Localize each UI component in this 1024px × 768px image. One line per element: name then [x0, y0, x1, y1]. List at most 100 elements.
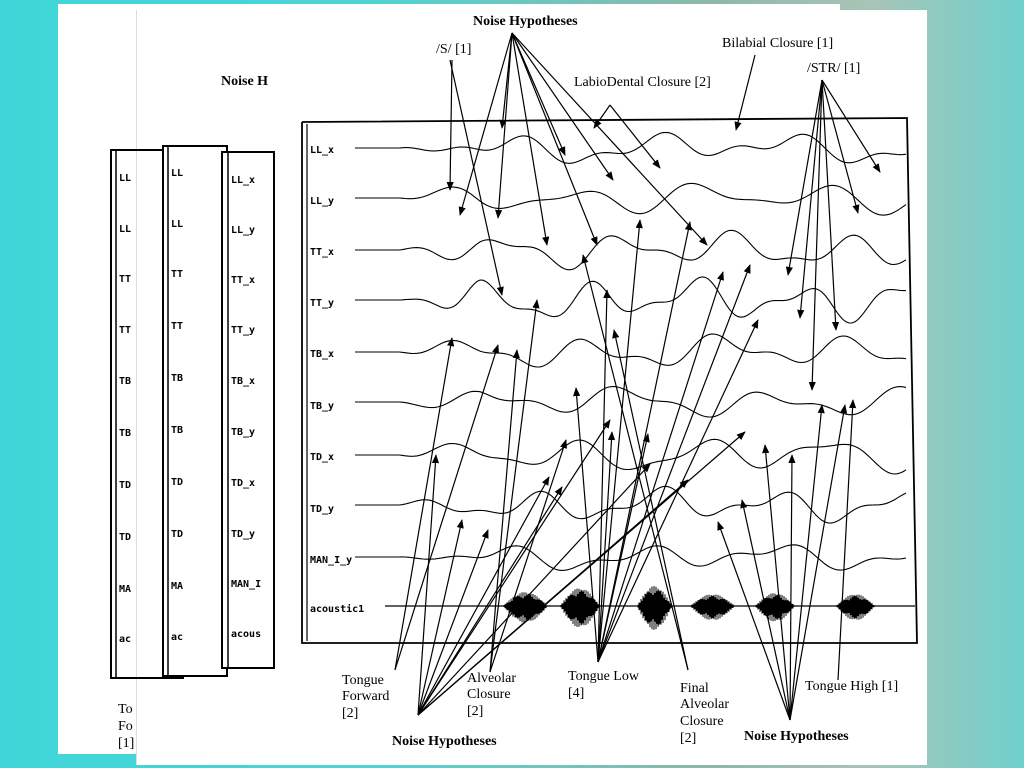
back-partial-caption: To Fo [1] — [118, 702, 134, 751]
annotation-arrow — [740, 499, 791, 721]
back-channel-labels-a2: LL LL TT TT TB TB TD TD MA ac — [171, 168, 183, 643]
trace-2 — [355, 229, 907, 271]
annotation-arrow — [808, 79, 823, 391]
svg-text:LL: LL — [119, 173, 131, 184]
annotation-arrow — [511, 32, 598, 246]
trace-7 — [355, 485, 907, 524]
svg-text:ac: ac — [119, 634, 131, 645]
svg-text:TB_x: TB_x — [231, 376, 255, 387]
annotation-arrow — [597, 289, 611, 663]
channel-label: TD_y — [310, 504, 334, 515]
annotation-arrow — [417, 486, 563, 716]
annotation-arrow — [788, 454, 796, 721]
annotation-arrow — [597, 319, 759, 663]
back-figure-2 — [162, 145, 228, 677]
svg-text:Closure: Closure — [467, 687, 511, 702]
annotation-arrow — [499, 32, 513, 129]
annotation-arrow — [609, 104, 661, 169]
annotation-arrow — [821, 79, 840, 331]
acoustic-burst — [560, 588, 600, 627]
svg-text:ac: ac — [171, 632, 183, 643]
annotation-arrow — [597, 264, 751, 663]
tongue-low-label: Tongue Low [4] — [568, 669, 640, 701]
channel-label: acoustic1 — [310, 603, 364, 615]
svg-text:[2]: [2] — [467, 704, 483, 719]
trace-4 — [355, 333, 907, 368]
annotation-arrow — [446, 59, 454, 191]
svg-text:TD_x: TD_x — [231, 478, 255, 489]
svg-text:LL: LL — [119, 224, 131, 235]
svg-text:TD_y: TD_y — [231, 529, 255, 540]
final-alveolar-closure-label: Final Alveolar Closure [2] — [680, 681, 729, 746]
acoustic-burst — [690, 594, 735, 620]
svg-text:TD: TD — [119, 532, 131, 543]
svg-text:acous: acous — [231, 629, 261, 640]
svg-text:Tongue: Tongue — [342, 673, 384, 688]
svg-text:Closure: Closure — [680, 714, 724, 729]
annotation-arrow — [489, 439, 567, 673]
annotation-arrow — [417, 463, 651, 716]
annotation-arrow — [789, 404, 848, 721]
channel-label: LL_x — [310, 145, 334, 156]
svg-text:TT: TT — [171, 321, 183, 332]
acoustic-waveform — [385, 586, 915, 630]
trace-1 — [355, 182, 907, 216]
back-noise-title: Noise H — [221, 74, 268, 89]
svg-text:TT_x: TT_x — [231, 275, 255, 286]
channel-label: TT_y — [310, 298, 334, 309]
str-label: /STR/ [1] — [807, 61, 860, 76]
svg-text:TT: TT — [119, 274, 131, 285]
tongue-forward-label: Tongue Forward [2] — [342, 673, 389, 721]
back-channel-labels-b: LL_x LL_y TT_x TT_y TB_x TB_y TD_x TD_y … — [231, 175, 261, 640]
annotation-arrow — [417, 476, 550, 716]
annotation-arrow — [597, 271, 724, 663]
svg-text:TT: TT — [119, 325, 131, 336]
annotation-arrow — [762, 444, 791, 721]
annotation-arrow — [573, 387, 599, 663]
annotation-arrow — [797, 79, 823, 319]
svg-text:To: To — [118, 702, 133, 717]
annotation-arrow — [734, 54, 756, 131]
annotation-arrow — [449, 59, 504, 296]
svg-text:LL: LL — [171, 168, 183, 179]
svg-text:MA: MA — [119, 584, 131, 595]
svg-text:TD: TD — [171, 477, 183, 488]
svg-text:LL_y: LL_y — [231, 225, 255, 236]
svg-text:TB_y: TB_y — [231, 427, 255, 438]
svg-text:Final: Final — [680, 681, 709, 696]
noise-hypotheses-top-label: Noise Hypotheses — [473, 14, 578, 29]
svg-text:TD: TD — [119, 480, 131, 491]
svg-text:[2]: [2] — [342, 706, 358, 721]
annotation-arrow — [511, 32, 566, 156]
annotation-arrow — [511, 32, 708, 246]
svg-text:Alveolar: Alveolar — [680, 697, 729, 712]
channel-label: TB_x — [310, 349, 334, 360]
acoustic-burst — [836, 594, 875, 620]
annotation-arrow — [417, 419, 611, 716]
channel-label: TT_x — [310, 247, 334, 258]
annotation-arrow — [417, 519, 464, 716]
annotation-arrow — [785, 79, 823, 276]
annotation-arrow — [717, 521, 791, 721]
annotation-arrow — [417, 454, 440, 716]
annotation-arrow — [495, 32, 513, 219]
annotation-arrow — [581, 254, 689, 671]
s-label: /S/ [1] — [436, 42, 471, 57]
tongue-high-label: Tongue High [1] — [805, 679, 898, 694]
svg-text:Alveolar: Alveolar — [467, 671, 516, 686]
annotation-arrow — [394, 337, 455, 671]
annotation-arrow — [597, 431, 616, 663]
svg-text:TB: TB — [119, 376, 131, 387]
svg-text:MA: MA — [171, 581, 183, 592]
trace-0 — [355, 131, 907, 164]
bilabial-closure-label: Bilabial Closure [1] — [722, 36, 833, 51]
acoustic-burst — [755, 593, 795, 622]
annotation-arrow — [417, 431, 746, 716]
channel-label: LL_y — [310, 196, 334, 207]
labiodental-closure-label: LabioDental Closure [2] — [574, 75, 711, 90]
svg-text:TB: TB — [119, 428, 131, 439]
annotation-arrow — [789, 404, 825, 721]
noise-hypotheses-bottom-right-label: Noise Hypotheses — [744, 729, 849, 744]
trace-8 — [355, 544, 907, 571]
svg-text:TB: TB — [171, 425, 183, 436]
